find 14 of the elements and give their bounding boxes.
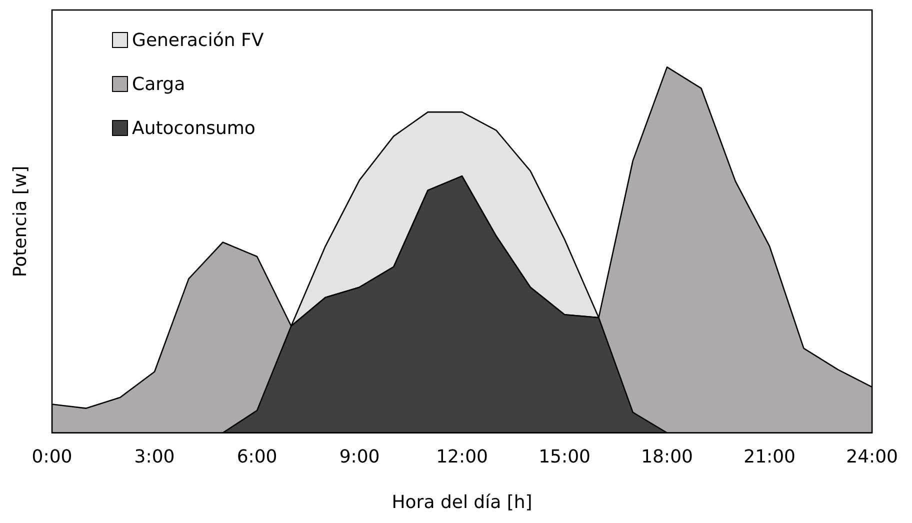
x-axis-title: Hora del día [h] xyxy=(392,492,532,513)
x-tick-label: 15:00 xyxy=(538,446,590,468)
x-tick-label: 24:00 xyxy=(846,446,898,468)
x-tick-label: 18:00 xyxy=(641,446,693,468)
x-tick-label: 0:00 xyxy=(32,446,72,468)
legend-label: Autoconsumo xyxy=(132,118,256,138)
legend-label: Carga xyxy=(132,74,186,94)
x-tick-label: 6:00 xyxy=(236,446,278,468)
y-axis-title: Potencia [w] xyxy=(10,166,31,277)
x-tick-label: 12:00 xyxy=(436,446,488,468)
legend-label: Generación FV xyxy=(132,30,264,50)
x-tick-label: 3:00 xyxy=(134,446,175,468)
x-tick-label: 21:00 xyxy=(744,446,796,468)
x-tick-label: 9:00 xyxy=(339,446,380,468)
